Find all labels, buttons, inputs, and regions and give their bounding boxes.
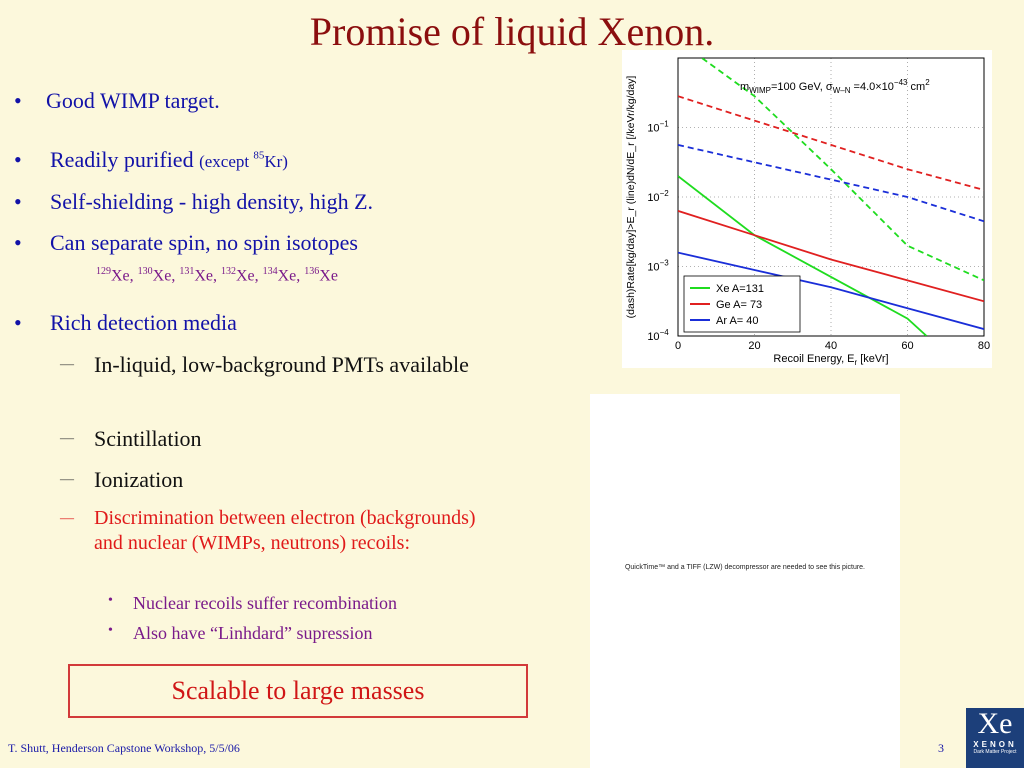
subsubitem-linhdard: • Also have “Linhdard” supression: [108, 623, 373, 644]
scalable-callout: Scalable to large masses: [68, 664, 528, 718]
isotope-mass: 132: [220, 266, 236, 277]
x-tick-label: 40: [825, 340, 837, 352]
quicktime-placeholder: QuickTime™ and a TIFF (LZW) decompressor…: [590, 394, 900, 768]
page-number: 3: [938, 741, 944, 755]
isotope-mass: 136: [304, 266, 320, 277]
isotope-list: 129Xe, 130Xe, 131Xe, 132Xe, 134Xe, 136Xe: [96, 266, 338, 285]
y-tick-label: 10−3: [647, 259, 669, 274]
subitem-text: Ionization: [94, 467, 184, 492]
series-solid-line: [678, 251, 984, 330]
xenon-logo: Xe XENON Dark Matter Project: [966, 708, 1024, 768]
series-dashed-line: [678, 144, 984, 223]
logo-xe: Xe: [977, 707, 1013, 740]
plot-frame: [677, 57, 985, 337]
x-tick-label: 20: [748, 340, 760, 352]
logo-xenon: XENON: [973, 740, 1017, 749]
legend-label: Xe A=131: [716, 283, 764, 295]
except-text: (except: [199, 152, 254, 171]
subitem-pmts: — In-liquid, low-background PMTs availab…: [60, 351, 514, 379]
quicktime-message: QuickTime™ and a TIFF (LZW) decompressor…: [624, 564, 866, 571]
chart-annotation: mWIMP=100 GeV, σW–N =4.0×10−43 cm2: [740, 78, 930, 95]
rate-chart-svg: 0 20 40 60 80 10−1 10−2 10−3 10−4 mWIMP=100 GeV, …: [625, 57, 990, 367]
y-axis-label: (dash)Rate[kg/day]>E_r (line)dN/dE_r [/k…: [625, 76, 637, 319]
subitem-scintillation: — Scintillation: [60, 425, 202, 453]
isotope-mass: 131: [179, 266, 195, 277]
subsubitem-text: Also have “Linhdard” supression: [133, 623, 373, 643]
rate-chart: 0 20 40 60 80 10−1 10−2 10−3 10−4 mWIMP=100 GeV, …: [622, 50, 992, 368]
page-title: Promise of liquid Xenon.: [309, 9, 715, 54]
bullet-dot: •: [14, 189, 22, 214]
series-solid-line: [678, 210, 984, 303]
y-tick-label: 10−4: [647, 328, 669, 343]
isotope-symbol: Xe,: [277, 267, 305, 285]
footer-citation: T. Shutt, Henderson Capstone Workshop, 5…: [8, 741, 240, 755]
kr-text: Kr): [264, 152, 288, 171]
legend-label: Ge A= 73: [716, 299, 762, 311]
isotope-symbol: Xe,: [194, 267, 221, 285]
isotope-mass: 129: [96, 266, 111, 277]
isotope-symbol: Xe,: [111, 267, 138, 285]
isotope-mass: 130: [137, 266, 153, 277]
subsubitem-text: Nuclear recoils suffer recombination: [133, 593, 398, 613]
dash-marker: —: [60, 431, 74, 446]
bullet-dot: •: [14, 88, 22, 113]
isotope-mass: 134: [262, 266, 278, 277]
bullet-text: Rich detection media: [50, 310, 237, 335]
x-tick-label: 60: [901, 340, 913, 352]
bullet-dot: •: [108, 623, 113, 638]
dash-marker: —: [60, 472, 74, 487]
bullet-dot: •: [108, 593, 113, 608]
y-tick-label: 10−2: [647, 189, 669, 204]
x-tick-label: 0: [675, 340, 681, 352]
x-tick-label: 80: [978, 340, 990, 352]
bullet-text: Can separate spin, no spin isotopes: [50, 230, 358, 255]
subitem-discrimination: — Discrimination between electron (backg…: [60, 506, 494, 556]
isotope-symbol: Xe,: [152, 267, 180, 285]
kr-mass: 85: [253, 149, 265, 162]
bullet-text: Good WIMP target.: [46, 88, 220, 113]
purified-text: Readily purified: [50, 147, 200, 172]
isotope-symbol: Xe,: [235, 267, 263, 285]
series-dashed-line: [678, 95, 984, 191]
bullet-dot: •: [14, 147, 22, 172]
subitem-text: Scintillation: [94, 426, 202, 451]
isotope-symbol: Xe: [319, 267, 338, 285]
dash-marker: —: [60, 511, 74, 526]
bullet-dot: •: [14, 230, 22, 255]
subitem-ionization: — Ionization: [60, 466, 184, 494]
bullet-text: Readily purified (except 85Kr): [50, 147, 288, 173]
series-dashed-line: [700, 58, 984, 282]
subsubitem-recombination: • Nuclear recoils suffer recombination: [108, 593, 398, 614]
series-solid-line: [678, 175, 928, 336]
legend-box: [683, 275, 801, 333]
bullet-dot: •: [14, 310, 22, 335]
logo-project: Dark Matter Project: [973, 749, 1017, 755]
bullet-text: Self-shielding - high density, high Z.: [50, 189, 374, 214]
legend-label: Ar A= 40: [716, 315, 759, 327]
subitem-text: Discrimination between electron (backgro…: [94, 507, 476, 554]
y-tick-label: 10−1: [647, 120, 669, 135]
x-axis-label: Recoil Energy, Er [keVr]: [773, 353, 888, 367]
subitem-text: In-liquid, low-background PMTs available: [94, 352, 469, 377]
dash-marker: —: [60, 357, 74, 372]
